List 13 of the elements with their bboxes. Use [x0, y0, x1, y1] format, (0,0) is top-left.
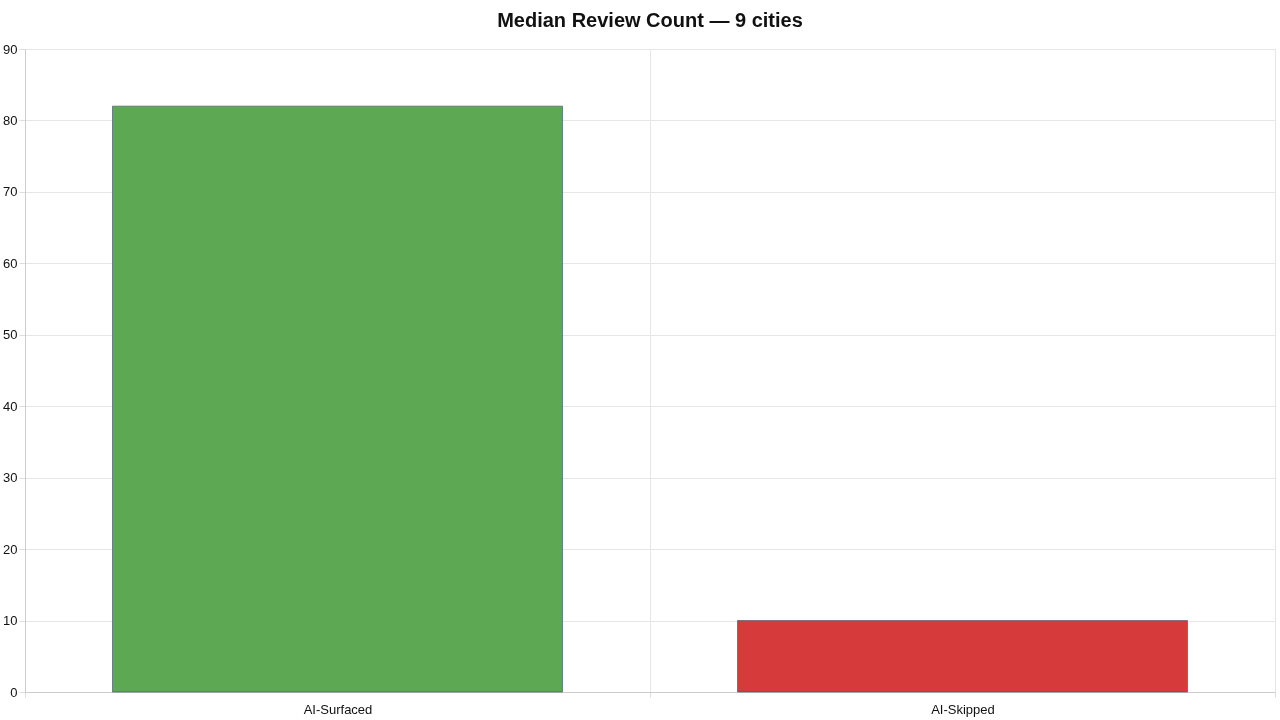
chart-title: Median Review Count — 9 cities	[497, 9, 803, 31]
y-tick-label: 80	[3, 112, 18, 128]
y-tick-label: 10	[3, 613, 18, 629]
y-tick-label: 90	[3, 41, 18, 57]
y-tick-label: 20	[3, 541, 18, 557]
x-tick-label: AI-Surfaced	[303, 701, 373, 717]
y-tick-label: 70	[3, 184, 18, 200]
y-tick-label: 0	[10, 684, 18, 700]
y-tick-label: 30	[3, 470, 18, 486]
y-tick-label: 50	[3, 327, 18, 343]
y-tick-label: 40	[3, 398, 18, 414]
x-tick-label: AI-Skipped	[931, 701, 995, 717]
y-tick-label: 60	[3, 255, 18, 271]
